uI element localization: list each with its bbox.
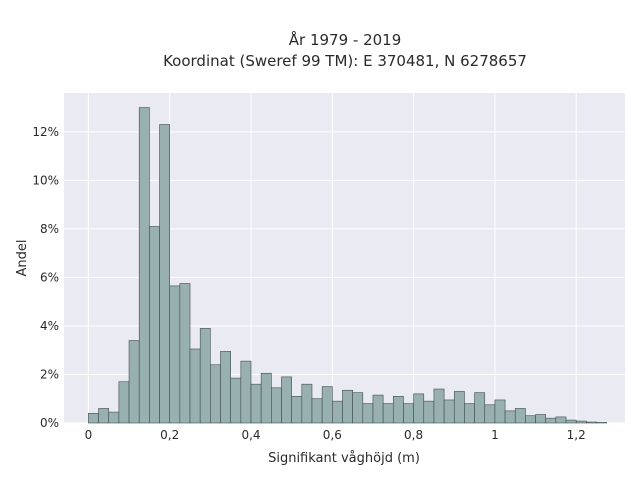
histogram-bar — [504, 410, 516, 424]
histogram-bar — [291, 396, 303, 424]
y-tick-labels: 0% 2% 4% 6% 8% 10% 12% — [32, 125, 59, 430]
x-tick-label: 1,2 — [567, 428, 586, 442]
histogram-bar — [189, 348, 201, 424]
histogram-bar — [108, 411, 120, 424]
x-tick-label: 0,6 — [323, 428, 342, 442]
histogram-bar — [433, 388, 445, 424]
histogram-bar — [240, 360, 252, 424]
histogram-bar — [271, 387, 282, 424]
histogram-bar — [362, 403, 374, 424]
histogram-bar — [332, 400, 343, 424]
histogram-bar — [88, 412, 99, 424]
x-tick-label: 0,2 — [160, 428, 179, 442]
histogram-bar — [230, 377, 242, 424]
histogram-bar — [555, 416, 567, 424]
histogram-bar — [392, 396, 404, 424]
y-tick-label: 2% — [40, 367, 59, 381]
histogram-bar — [352, 392, 364, 424]
histogram-bar — [443, 399, 455, 424]
histogram-bar — [565, 419, 577, 424]
histogram-bar — [179, 283, 191, 424]
histogram-bar — [321, 386, 333, 424]
x-tick-labels: 0 0,2 0,4 0,6 0,8 1 1,2 — [85, 428, 586, 442]
histogram-bar — [169, 285, 181, 424]
histogram-bar — [311, 398, 323, 424]
y-tick-label: 4% — [40, 319, 59, 333]
y-tick-label: 0% — [40, 416, 59, 430]
histogram-bar — [484, 404, 496, 424]
histogram-bar — [372, 394, 384, 424]
histogram-bar — [220, 351, 231, 424]
y-tick-label: 12% — [32, 125, 59, 139]
histogram-bar — [301, 383, 313, 424]
histogram-bar — [149, 226, 160, 424]
histogram-bar — [514, 408, 526, 424]
histogram-bar — [98, 408, 110, 424]
histogram-bar — [423, 400, 435, 424]
histogram-bar — [575, 420, 587, 424]
histogram-bar — [342, 389, 353, 424]
y-axis-label: Andel — [15, 240, 30, 277]
histogram-bar — [260, 372, 272, 424]
histogram-bar — [118, 381, 130, 424]
x-axis-label: Signifikant våghöjd (m) — [268, 451, 420, 466]
histogram-bar — [128, 340, 140, 424]
histogram-bar — [453, 391, 465, 424]
y-tick-label: 6% — [40, 270, 59, 284]
histogram-bar — [525, 415, 536, 424]
histogram-bar — [545, 417, 557, 424]
x-tick-label: 0,4 — [241, 428, 260, 442]
bars-group — [88, 107, 608, 424]
histogram-bar — [403, 403, 414, 424]
histogram-bar — [199, 328, 211, 424]
x-tick-label: 0 — [85, 428, 93, 442]
histogram-bar — [382, 403, 394, 424]
x-tick-label: 1 — [491, 428, 499, 442]
histogram-bar — [413, 393, 425, 424]
histogram-bar — [586, 421, 597, 424]
y-tick-label: 8% — [40, 222, 59, 236]
histogram-bar — [281, 376, 292, 424]
histogram-bar — [250, 383, 262, 424]
chart-subtitle: Koordinat (Sweref 99 TM): E 370481, N 62… — [163, 52, 527, 70]
x-tick-label: 0,8 — [404, 428, 423, 442]
histogram-bar — [535, 414, 547, 424]
histogram-bar — [210, 364, 221, 424]
histogram-bar — [159, 124, 170, 424]
histogram-bar — [494, 399, 506, 424]
chart-title: År 1979 - 2019 — [289, 30, 402, 49]
histogram-bar — [474, 392, 486, 424]
histogram-bar — [464, 403, 475, 424]
y-tick-label: 10% — [32, 173, 59, 187]
histogram-bar — [138, 107, 150, 424]
